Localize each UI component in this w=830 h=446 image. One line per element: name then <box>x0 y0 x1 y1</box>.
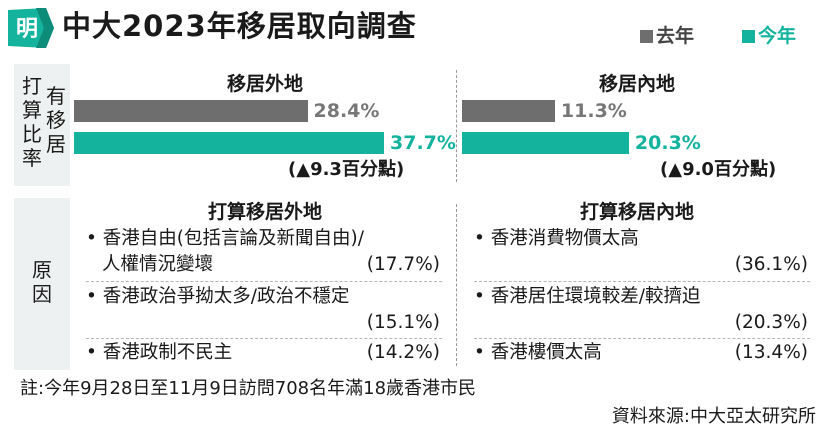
side-label-plan-rate: 打算比率 <box>22 74 42 170</box>
reason-text: 香港樓價太高 <box>490 342 602 363</box>
legend-swatch-this-year <box>742 30 755 43</box>
reason-pct: (17.7%) <box>366 254 440 275</box>
reasons-heading-mainland: 打算移居內地 <box>579 201 694 223</box>
list-item: • 香港居住環境較差/較擠迫 <box>474 286 701 307</box>
value-label-abroad-last-year: 28.4% <box>313 100 380 122</box>
top-column-divider <box>456 70 457 182</box>
legend-swatch-last-year <box>640 30 653 43</box>
value-label-mainland-this-year: 20.3% <box>634 132 701 154</box>
chart-category-mainland: 移居內地 <box>598 73 675 95</box>
list-item: • 香港自由(包括言論及新聞自由)/ <box>86 228 364 249</box>
side-label-reason: 原因 <box>32 258 52 306</box>
divider <box>474 281 810 282</box>
plan-rate-chart-area <box>70 64 822 186</box>
bar-mainland-last-year <box>462 100 555 122</box>
reason-text: 香港消費物價太高 <box>490 228 639 249</box>
logo-char: 明 <box>16 17 38 42</box>
bottom-column-divider <box>456 204 457 366</box>
change-label-mainland: (▲9.0百分點) <box>660 159 777 180</box>
reason-text: 香港自由(包括言論及新聞自由)/ <box>102 228 364 249</box>
reason-text: 香港政治爭拗太多/政治不穩定 <box>102 286 350 307</box>
list-item: • 香港消費物價太高 <box>474 228 639 249</box>
list-item: • 香港樓價太高 <box>474 342 602 363</box>
reason-text: 香港居住環境較差/較擠迫 <box>490 286 701 307</box>
divider <box>86 281 442 282</box>
list-item: • 香港政治爭拗太多/政治不穩定 <box>86 286 350 307</box>
legend-label-this-year: 今年 <box>758 25 797 47</box>
change-label-abroad: (▲9.3百分點) <box>288 159 405 180</box>
divider <box>86 338 442 339</box>
reason-pct: (15.1%) <box>366 312 440 333</box>
bar-abroad-last-year <box>74 100 308 122</box>
reason-pct: (36.1%) <box>734 254 808 275</box>
reasons-heading-abroad: 打算移居外地 <box>207 201 322 223</box>
bar-abroad-this-year <box>74 132 384 154</box>
legend-item-this-year: 今年 <box>742 24 796 48</box>
newspaper-logo: 明 <box>6 6 56 50</box>
list-item: • 香港政制不民主 <box>86 342 233 363</box>
value-label-abroad-this-year: 37.7% <box>390 132 456 154</box>
reason-text-continued: 人權情況變壞 <box>102 254 214 275</box>
side-label-have-move: 有移居 <box>46 84 66 156</box>
reason-pct: (14.2%) <box>366 342 440 363</box>
reason-text: 香港政制不民主 <box>102 342 233 363</box>
bar-mainland-this-year <box>462 132 629 154</box>
reason-pct: (13.4%) <box>734 342 808 363</box>
footnote: 註:今年9月28日至11月9日訪問708名年滿18歲香港市民 <box>20 378 477 399</box>
reason-pct: (20.3%) <box>734 312 808 333</box>
page-title: 中大2023年移居取向調查 <box>62 9 417 43</box>
source-note: 資料來源:中大亞太研究所 <box>611 406 816 427</box>
value-label-mainland-last-year: 11.3% <box>560 100 627 122</box>
reasons-area <box>70 198 822 370</box>
legend-label-last-year: 去年 <box>656 25 695 47</box>
chart-category-abroad: 移居外地 <box>226 73 303 95</box>
legend-item-last-year: 去年 <box>640 24 694 48</box>
divider <box>474 338 810 339</box>
